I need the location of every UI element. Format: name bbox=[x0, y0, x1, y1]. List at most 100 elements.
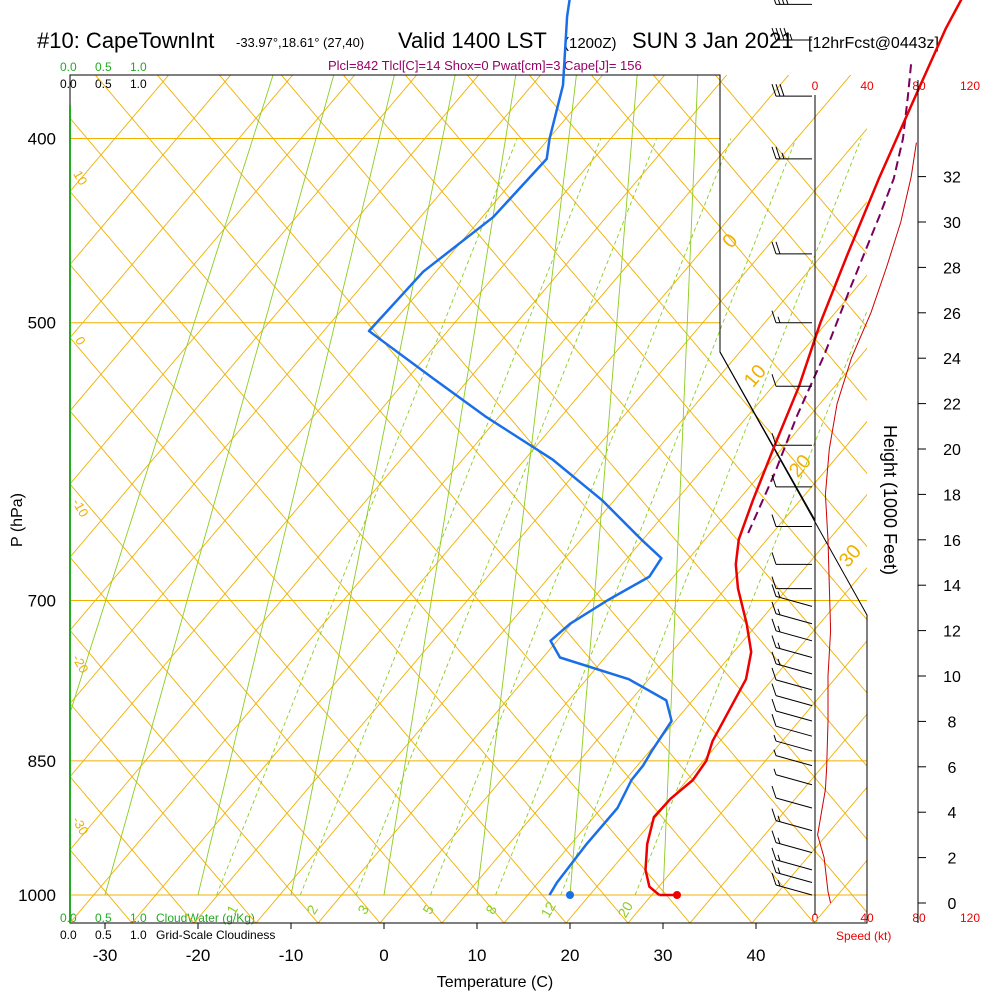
wind-barb-flag bbox=[771, 552, 777, 565]
diagonal-border bbox=[719, 351, 816, 521]
speed-axis-label: Speed (kt) bbox=[836, 929, 891, 943]
height-tick-label: 18 bbox=[943, 487, 961, 504]
temperature-isotherm-line bbox=[70, 629, 319, 923]
moist-adiabat-line bbox=[290, 75, 456, 896]
wind-barb bbox=[771, 310, 812, 324]
wind-barb-flag bbox=[775, 84, 781, 97]
height-tick-label: 24 bbox=[943, 351, 961, 368]
mixing-ratio-line bbox=[430, 138, 732, 896]
wind-barb-flag bbox=[774, 0, 777, 5]
temperature-isotherm-line bbox=[70, 190, 691, 923]
x-tick-label: 20 bbox=[561, 946, 580, 965]
wind-barb-staff bbox=[775, 647, 813, 658]
temperature-isotherm-line bbox=[280, 75, 867, 767]
wind-barb-flag bbox=[771, 683, 777, 696]
dry-adiabat-line bbox=[70, 75, 232, 266]
dry-adiabat-line bbox=[627, 640, 867, 923]
wind-barb-half bbox=[773, 734, 777, 742]
wind-barb-staff bbox=[775, 679, 813, 691]
wind-barb-flag bbox=[775, 146, 781, 160]
wind-barb-half bbox=[777, 815, 781, 822]
wind-barb bbox=[771, 698, 813, 722]
dry-adiabat-line bbox=[379, 347, 867, 923]
pressure-tick-label: 700 bbox=[28, 592, 56, 611]
wind-barb-flag bbox=[771, 635, 777, 648]
temperature-isotherm-line bbox=[70, 556, 381, 923]
dry-adiabat-line bbox=[70, 75, 542, 632]
dry-adiabat-line bbox=[689, 713, 867, 923]
cloudiness-tick: 0.5 bbox=[95, 928, 112, 942]
wind-barb-staff bbox=[775, 774, 813, 786]
wind-barb-flag bbox=[771, 847, 777, 861]
wind-barb bbox=[771, 552, 812, 565]
wind-barb-flag bbox=[771, 618, 777, 631]
wind-barb bbox=[771, 785, 813, 809]
temperature-isotherm-line bbox=[70, 117, 753, 923]
cloud-water-tick: 1.0 bbox=[130, 911, 147, 925]
wind-barb-staff bbox=[775, 663, 813, 675]
wind-barb-half bbox=[789, 33, 793, 41]
wind-barb-flag bbox=[771, 310, 777, 323]
cloud-water-tick: 0.5 bbox=[95, 911, 112, 925]
height-tick-label: 32 bbox=[943, 170, 961, 187]
wind-barb-flag bbox=[782, 0, 785, 5]
wind-barb-staff bbox=[775, 755, 813, 767]
wind-barb-flag bbox=[783, 27, 789, 41]
wind-barb bbox=[771, 847, 813, 871]
wind-barb-staff bbox=[775, 725, 813, 737]
moist-adiabat-line bbox=[197, 75, 395, 896]
wind-barb-flag bbox=[771, 27, 777, 41]
mixing-ratio-line bbox=[560, 138, 862, 896]
wind-barb bbox=[774, 0, 812, 5]
surface-dewpoint-dot bbox=[566, 891, 574, 899]
x-tick-label: 30 bbox=[654, 946, 673, 965]
wind-barb bbox=[771, 146, 812, 160]
wind-barb-flag bbox=[771, 601, 777, 614]
cloudiness-tick: 0.0 bbox=[60, 928, 77, 942]
wind-barb-flag bbox=[775, 27, 781, 41]
wind-barb bbox=[771, 474, 812, 488]
wind-barb-flag bbox=[771, 860, 777, 873]
mixing-ratio-label: 20 bbox=[614, 899, 636, 921]
wind-barb-half bbox=[777, 658, 781, 666]
forecast-date: SUN 3 Jan 2021 bbox=[632, 28, 793, 53]
wind-barb-half bbox=[786, 0, 789, 5]
height-tick-label: 20 bbox=[943, 442, 961, 459]
temperature-isotherm-line bbox=[342, 75, 867, 694]
pressure-tick-label: 400 bbox=[28, 130, 56, 149]
wind-barb-flag bbox=[771, 667, 777, 681]
mixing-ratio-line bbox=[216, 138, 518, 896]
wind-barb-staff bbox=[775, 797, 813, 809]
x-tick-label: -20 bbox=[186, 946, 211, 965]
wind-barb bbox=[771, 576, 812, 590]
wind-barb-half bbox=[773, 768, 777, 775]
moist-adiabat-line bbox=[569, 75, 638, 896]
temperature-isotherm-line bbox=[70, 775, 195, 923]
wind-barb-staff bbox=[775, 740, 813, 752]
wind-barb-flag bbox=[779, 27, 785, 41]
wind-barb bbox=[773, 749, 813, 767]
cloudiness-tick: 1.0 bbox=[130, 928, 147, 942]
wind-barb bbox=[771, 584, 813, 607]
valid-time: Valid 1400 LST bbox=[398, 28, 547, 53]
wind-barb bbox=[771, 241, 812, 255]
wind-barb-staff bbox=[775, 884, 813, 896]
cloud-scale-bottom: 0.0 0.5 1.0 CloudWater (g/Kg) 0.0 0.5 1.… bbox=[60, 911, 275, 942]
speed-tick: 120 bbox=[960, 79, 980, 93]
cloudiness-tick: 0.0 bbox=[60, 77, 77, 91]
temperature-line bbox=[644, 0, 963, 896]
wind-barb-flag bbox=[779, 84, 785, 97]
forecast-info: [12hrFcst@0443z] bbox=[808, 35, 939, 52]
cloud-water-tick: 0.0 bbox=[60, 911, 77, 925]
wind-barb-staff bbox=[775, 630, 813, 642]
moist-adiabat-line bbox=[476, 75, 577, 896]
utc-time: (1200Z) bbox=[564, 35, 617, 52]
dry-adiabat-line bbox=[193, 128, 867, 923]
height-tick-label: 6 bbox=[948, 760, 957, 777]
pressure-tick-label: 1000 bbox=[18, 886, 56, 905]
wind-barb-staff bbox=[775, 872, 813, 884]
speed-scale-bottom: 0 40 80 120 Speed (kt) bbox=[812, 911, 981, 943]
wind-barb-half bbox=[777, 591, 781, 598]
wind-barb-flag bbox=[778, 0, 781, 5]
dry-adiabat-line bbox=[255, 201, 867, 923]
